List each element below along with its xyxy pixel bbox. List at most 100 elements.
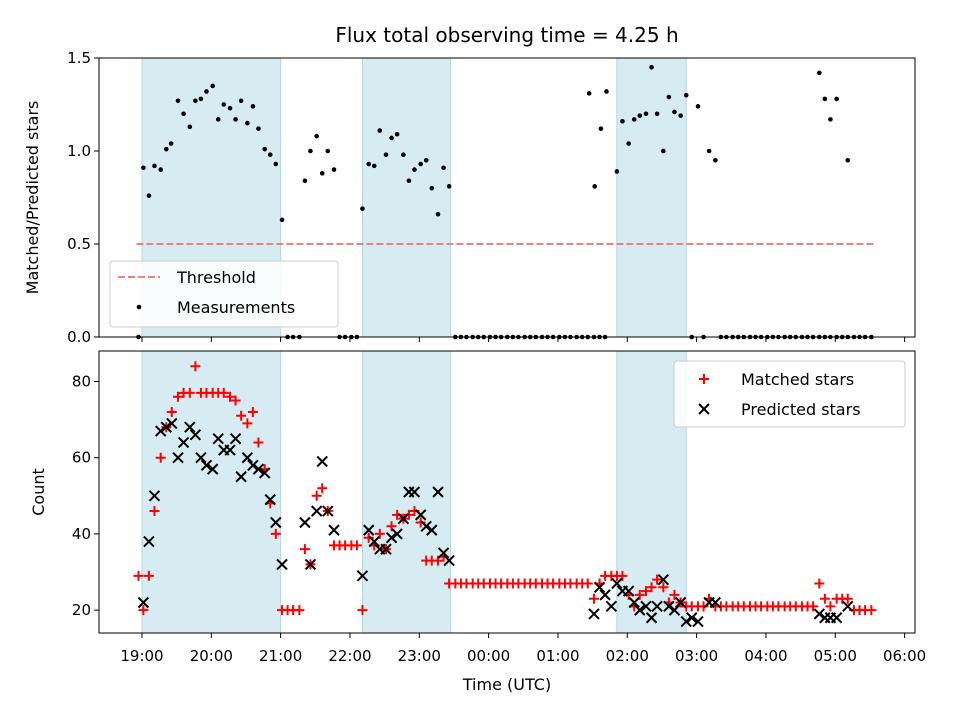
- plot-frame: [98, 350, 916, 634]
- predicted-star-marker: [593, 581, 606, 593]
- x-tick-label: 05:00: [814, 647, 857, 665]
- ratio-panel: 0.0 0.5 1.0 1.5 Matched/Predicted stars Thres…: [23, 49, 916, 346]
- measurement-point: [314, 133, 319, 139]
- plot-frame: [98, 57, 916, 338]
- measurement-point: [360, 206, 365, 211]
- predicted-star-marker: [212, 432, 224, 445]
- measurement-point: [626, 141, 631, 146]
- matched-star-marker: [173, 391, 184, 402]
- measurement-point: [817, 70, 822, 76]
- legend-series-label: Predicted stars: [741, 400, 861, 419]
- matched-star-marker: [317, 483, 328, 494]
- matched-star-marker: [149, 506, 160, 517]
- measurement-point: [643, 111, 649, 117]
- x-tick-label: 02:00: [606, 647, 649, 665]
- matched-star-marker: [363, 532, 374, 543]
- predicted-star-marker: [270, 516, 282, 529]
- predicted-star-marker: [380, 543, 392, 555]
- measurement-point: [631, 117, 637, 122]
- measurement-point: [193, 98, 198, 104]
- matched-star-marker: [415, 517, 426, 528]
- matched-star-marker: [236, 410, 247, 421]
- measurement-point: [273, 161, 279, 167]
- measurement-point: [586, 91, 592, 96]
- measurement-point: [666, 94, 672, 100]
- predicted-star-marker: [154, 425, 167, 437]
- matched-star-marker: [133, 570, 144, 581]
- y-axis-label: Matched/Predicted stars: [23, 101, 42, 295]
- measurement-point: [187, 124, 193, 130]
- measurement-point: [221, 102, 227, 107]
- predicted-star-marker: [385, 532, 398, 544]
- measurement-point: [319, 171, 325, 176]
- y-tick-label: 1.5: [67, 49, 91, 67]
- y-tick-label: 20: [72, 601, 91, 619]
- measurement-point: [412, 167, 417, 172]
- matched-star-marker: [225, 391, 236, 402]
- matched-star-marker: [403, 509, 414, 520]
- measurement-point: [828, 117, 833, 122]
- matched-star-marker: [351, 540, 362, 551]
- measurement-point: [163, 146, 169, 152]
- predicted-star-marker: [247, 459, 259, 472]
- measurement-point: [614, 169, 620, 174]
- predicted-star-marker: [224, 444, 236, 456]
- measurement-point: [279, 217, 285, 223]
- observing-window: [616, 58, 687, 337]
- matched-star-marker: [143, 570, 154, 581]
- x-tick-label: 01:00: [536, 647, 579, 665]
- legend-series-label: Matched stars: [741, 370, 854, 389]
- legend-threshold-label: Threshold: [176, 268, 256, 287]
- measurement-point: [654, 111, 660, 117]
- measurement-point: [215, 117, 221, 122]
- predicted-star-marker: [276, 558, 288, 571]
- y-axis-label: Count: [29, 468, 48, 516]
- measurement-point: [637, 113, 643, 118]
- predicted-star-marker: [304, 558, 317, 571]
- matched-star-marker: [294, 605, 305, 616]
- predicted-star-marker: [588, 608, 600, 620]
- predicted-star-marker: [605, 600, 618, 613]
- measurement-point: [158, 167, 164, 172]
- y-tick-label: 0.5: [67, 235, 91, 253]
- predicted-star-marker: [356, 570, 369, 582]
- measurement-point: [604, 89, 609, 94]
- measurement-point: [423, 158, 429, 163]
- measurement-point: [441, 165, 446, 171]
- predicted-star-marker: [241, 451, 254, 464]
- x-tick-label: 00:00: [467, 647, 510, 665]
- measurement-point: [706, 148, 712, 154]
- measurement-point: [267, 152, 273, 158]
- x-axis-label: Time (UTC): [462, 675, 551, 694]
- predicted-star-marker: [299, 516, 311, 529]
- measurement-point: [233, 117, 238, 122]
- measurement-point: [141, 165, 146, 171]
- measurement-point: [683, 92, 689, 98]
- measurement-point: [649, 65, 654, 70]
- matched-star-marker: [669, 589, 680, 600]
- predicted-star-marker: [206, 463, 219, 475]
- matched-star-marker: [641, 586, 652, 597]
- predicted-star-marker: [640, 600, 652, 613]
- measurement-point: [308, 148, 313, 154]
- x-tick-label: 20:00: [190, 647, 233, 665]
- matched-star-marker: [138, 605, 149, 616]
- chart-title: Flux total observing time = 4.25 h: [335, 23, 678, 47]
- predicted-star-marker: [414, 509, 427, 521]
- matched-star-marker: [866, 605, 877, 616]
- predicted-star-marker: [252, 463, 265, 475]
- matched-star-marker: [190, 361, 201, 372]
- matched-star-marker: [242, 418, 253, 429]
- matched-star-marker: [699, 374, 709, 384]
- legend-measurements-label: Measurements: [177, 298, 295, 317]
- measurement-point: [238, 98, 244, 104]
- matched-star-marker: [842, 593, 853, 604]
- observing-window: [362, 58, 451, 337]
- predicted-star-marker: [651, 600, 663, 613]
- matched-star-marker: [589, 593, 600, 604]
- predicted-star-marker: [680, 615, 692, 628]
- predicted-star-marker: [420, 520, 432, 533]
- measurement-point: [146, 193, 152, 198]
- measurement-point: [429, 185, 435, 191]
- predicted-star-marker: [397, 512, 410, 525]
